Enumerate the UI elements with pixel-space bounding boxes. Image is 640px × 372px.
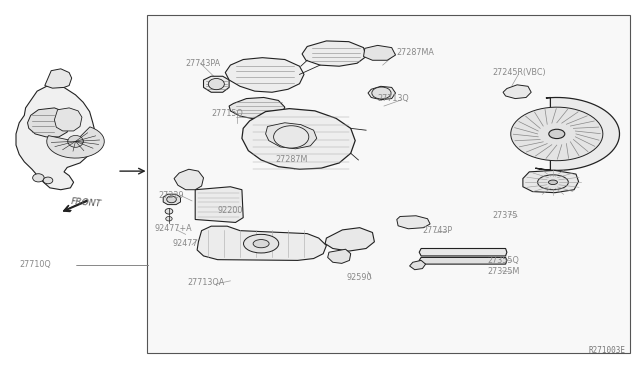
Text: 92200: 92200 [218,206,243,215]
Ellipse shape [44,177,52,184]
Polygon shape [503,85,531,99]
Text: 27245R(VBC): 27245R(VBC) [493,68,547,77]
Text: 27375: 27375 [493,211,518,220]
Polygon shape [368,86,396,100]
Text: 27743PA: 27743PA [186,59,221,68]
Text: 27287M: 27287M [275,155,308,164]
Polygon shape [174,169,204,190]
Polygon shape [364,45,396,60]
Ellipse shape [548,180,557,185]
Text: 27287MA: 27287MA [397,48,435,57]
Ellipse shape [209,78,225,90]
Text: 92590: 92590 [347,273,372,282]
Text: 92477: 92477 [173,239,198,248]
Text: FRONT: FRONT [70,197,102,209]
Ellipse shape [165,208,173,214]
Text: 27325M: 27325M [488,267,520,276]
Polygon shape [47,127,104,158]
Text: 27713QA: 27713QA [188,278,225,287]
Text: 27715Q: 27715Q [211,109,243,118]
Polygon shape [328,249,351,263]
Polygon shape [397,216,430,229]
Polygon shape [45,69,72,88]
Polygon shape [242,109,355,169]
Polygon shape [163,194,180,205]
Polygon shape [302,41,366,66]
Ellipse shape [166,196,177,203]
Ellipse shape [33,174,44,182]
Text: 27710Q: 27710Q [19,260,51,269]
Ellipse shape [274,126,309,148]
Polygon shape [523,170,579,193]
Polygon shape [535,97,620,170]
Polygon shape [197,226,326,260]
Polygon shape [419,248,507,256]
Polygon shape [204,76,229,92]
Ellipse shape [538,175,568,190]
Polygon shape [195,187,243,222]
Text: 27743P: 27743P [422,226,452,235]
Ellipse shape [548,129,564,138]
Ellipse shape [244,234,279,253]
Text: 92477+A: 92477+A [155,224,193,233]
Text: 27713Q: 27713Q [378,94,410,103]
Ellipse shape [166,217,172,221]
Polygon shape [229,97,285,119]
Polygon shape [419,257,507,264]
Polygon shape [16,86,96,190]
Polygon shape [28,108,69,137]
Ellipse shape [372,87,391,99]
Text: R271003E: R271003E [589,346,626,355]
Ellipse shape [253,240,269,248]
Polygon shape [325,228,374,251]
Polygon shape [54,108,82,131]
Polygon shape [266,123,317,149]
Bar [147,15,630,353]
Polygon shape [410,260,426,270]
Text: 27355Q: 27355Q [488,256,520,265]
Text: 27229: 27229 [159,191,184,200]
Polygon shape [225,58,304,92]
Ellipse shape [68,135,83,147]
Polygon shape [511,107,603,161]
